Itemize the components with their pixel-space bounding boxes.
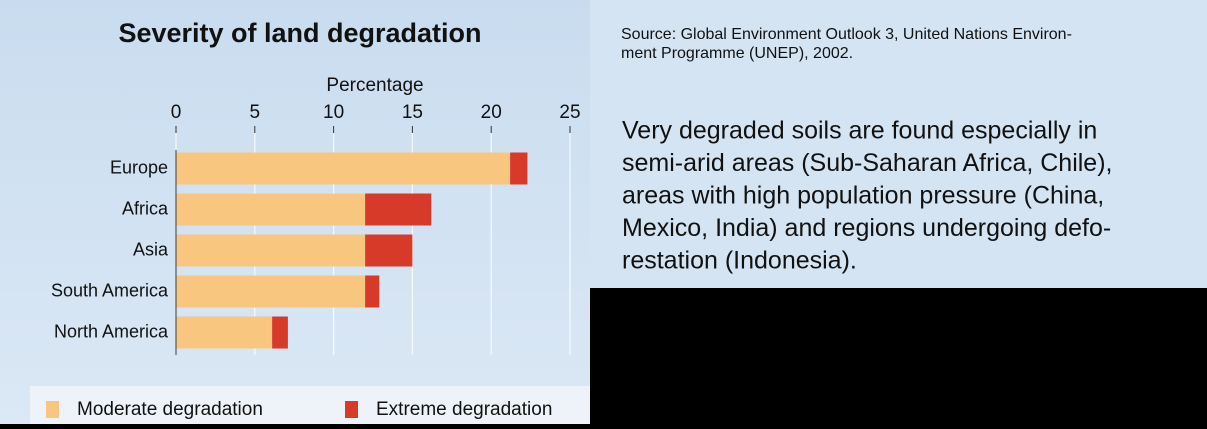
bar-segment bbox=[365, 234, 413, 267]
description-line: Mexico, India) and regions undergoing de… bbox=[622, 214, 1111, 242]
y-tick-label: Africa bbox=[122, 198, 169, 218]
bar-segment bbox=[365, 275, 380, 308]
x-axis-label: Percentage bbox=[326, 75, 423, 96]
bar-segment bbox=[272, 316, 288, 349]
y-tick-label: South America bbox=[51, 280, 169, 300]
x-tick-label: 10 bbox=[323, 102, 344, 123]
bar-segment bbox=[510, 152, 528, 185]
description-line: Very degraded soils are found especially… bbox=[622, 117, 1097, 145]
legend-swatch bbox=[345, 401, 358, 418]
x-tick-label: 20 bbox=[481, 102, 502, 123]
x-tick-label: 15 bbox=[402, 102, 423, 123]
source-line: ment Programme (UNEP), 2002. bbox=[621, 45, 853, 62]
bar-segment bbox=[176, 152, 511, 185]
legend-label: Extreme degradation bbox=[376, 399, 552, 420]
source-line: Source: Global Environment Outlook 3, Un… bbox=[621, 26, 1072, 43]
description-line: restation (Indonesia). bbox=[622, 247, 857, 275]
bar-segment bbox=[176, 234, 366, 267]
y-tick-label: North America bbox=[54, 321, 169, 341]
x-tick-label: 0 bbox=[171, 102, 182, 123]
legend-panel bbox=[30, 386, 590, 424]
text-panel bbox=[590, 0, 1207, 288]
legend-label: Moderate degradation bbox=[77, 399, 263, 420]
bar-segment bbox=[176, 316, 273, 349]
y-tick-label: Europe bbox=[110, 157, 168, 177]
legend-swatch bbox=[46, 401, 59, 418]
bar-segment bbox=[176, 193, 366, 226]
x-tick-label: 5 bbox=[250, 102, 261, 123]
description-line: semi-arid areas (Sub-Saharan Africa, Chi… bbox=[622, 149, 1112, 177]
bar-segment bbox=[365, 193, 432, 226]
y-tick-label: Asia bbox=[133, 239, 169, 259]
x-tick-label: 25 bbox=[559, 102, 580, 123]
description-line: areas with high population pressure (Chi… bbox=[622, 182, 1104, 210]
chart-title: Severity of land degradation bbox=[118, 18, 481, 48]
bar-segment bbox=[176, 275, 366, 308]
